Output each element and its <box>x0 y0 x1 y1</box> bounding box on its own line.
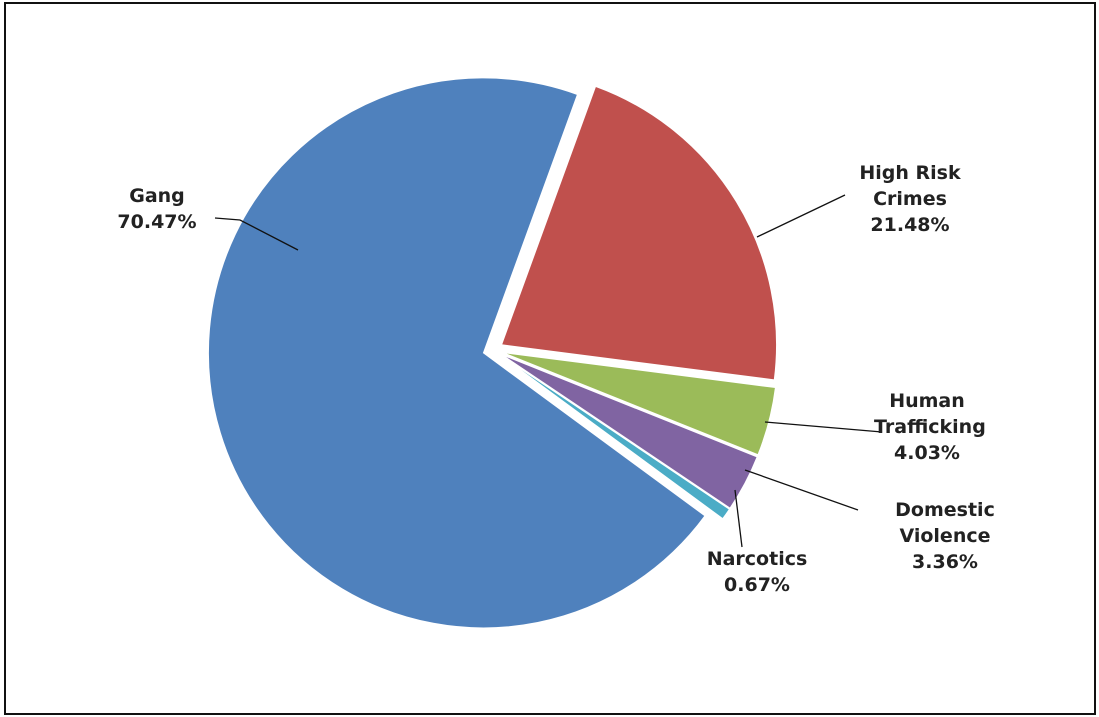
leader-line <box>734 489 743 548</box>
slice-label: Domestic Violence 3.36% <box>880 497 1010 575</box>
slice-value: 0.67% <box>724 574 790 596</box>
slice-name: Human Trafficking <box>874 390 986 438</box>
slice-label: High Risk Crimes 21.48% <box>845 160 975 238</box>
leader-line <box>214 217 299 251</box>
slice-label: Human Trafficking 4.03% <box>862 388 992 466</box>
slice-label: Narcotics 0.67% <box>692 546 822 598</box>
slice-name: Gang <box>129 185 185 207</box>
slice-label: Gang 70.47% <box>92 183 222 235</box>
slice-value: 4.03% <box>894 442 960 464</box>
slice-value: 21.48% <box>870 214 950 236</box>
slice-name: High Risk Crimes <box>859 162 961 210</box>
slice-value: 70.47% <box>117 211 197 233</box>
leader-line <box>756 194 846 238</box>
leader-line <box>744 469 859 511</box>
leader-line <box>764 421 883 433</box>
chart-frame <box>4 2 1096 715</box>
slice-name: Domestic Violence <box>895 499 995 547</box>
pie-slice <box>207 77 706 629</box>
pie-slice <box>501 354 758 509</box>
slice-value: 3.36% <box>912 551 978 573</box>
pie-slice <box>500 85 777 381</box>
slice-name: Narcotics <box>706 548 808 570</box>
pie-slice <box>500 355 731 520</box>
